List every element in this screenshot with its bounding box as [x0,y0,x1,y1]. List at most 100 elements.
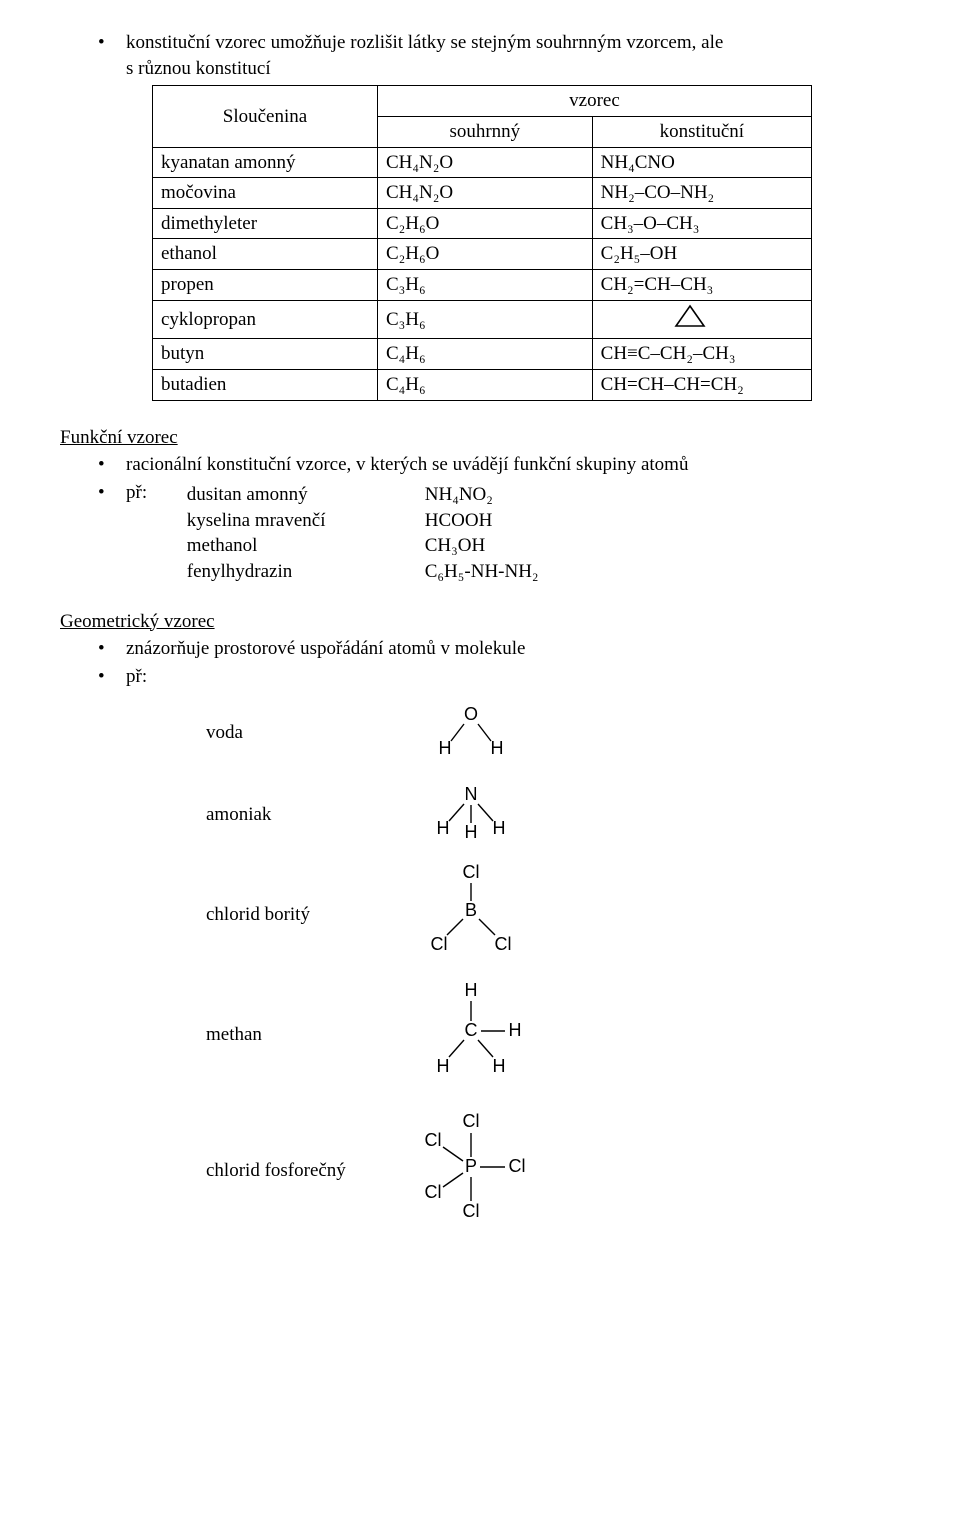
table-header-row-1: Sloučenina vzorec [153,86,812,117]
functional-examples: dusitan amonnýkyselina mravenčímethanolf… [187,482,539,585]
table-row: cyklopropanC₃H₆ [153,300,812,339]
formula-table: Sloučenina vzorec souhrnný konstituční k… [152,85,812,400]
geo-example-name: chlorid boritý [206,902,396,928]
geo-example-name: voda [206,720,396,746]
cell-name: ethanol [153,239,378,270]
svg-text:N: N [465,784,478,804]
geometric-example-row: voda OH H [206,697,920,769]
geometric-bullet-1: znázorňuje prostorové uspořádání atomů v… [90,636,920,662]
svg-text:Cl: Cl [463,861,480,881]
molecule-diagram: CHHHH [396,976,546,1086]
svg-text:C: C [465,1020,478,1040]
geo-example-diagram: B Cl Cl Cl [396,861,920,969]
func-formula: NH₄NO₂ [425,482,539,508]
cell-sum: C₄H₆ [377,370,592,401]
cell-const [592,300,811,339]
func-name: methanol [187,533,387,559]
svg-text:B: B [465,899,477,919]
triangle-icon [673,303,707,329]
cell-name: butyn [153,339,378,370]
geometric-example-row: methanCHHHH [206,976,920,1094]
pr-label: př: [126,480,182,506]
table-row: ethanolC₂H₆OC₂H₅–OH [153,239,812,270]
th-const: konstituční [592,116,811,147]
intro-bullet: konstituční vzorec umožňuje rozlišit lát… [90,30,920,81]
cell-const: C₂H₅–OH [592,239,811,270]
geo-example-name: methan [206,1022,396,1048]
cell-name: kyanatan amonný [153,147,378,178]
svg-text:H: H [491,738,504,758]
geo-example-name: amoniak [206,802,396,828]
table-body: kyanatan amonnýCH₄N₂ONH₄CNOmočovinaCH₄N₂… [153,147,812,400]
cell-sum: CH₄N₂O [377,147,592,178]
functional-bullets: racionální konstituční vzorce, v kterých… [90,452,920,584]
svg-text:Cl: Cl [431,933,448,953]
formula-table-wrap: Sloučenina vzorec souhrnný konstituční k… [152,85,920,400]
intro-line1: konstituční vzorec umožňuje rozlišit lát… [126,32,723,53]
geo-example-diagram: OH H [396,697,920,769]
molecule-diagram: NHHH [396,777,546,845]
geo-example-diagram: CHHHH [396,976,920,1094]
intro-line2: s různou konstitucí [126,58,271,79]
geometric-example-row: amoniakNHHH [206,777,920,853]
table-row: butynC₄H₆CH≡C–CH₂–CH₃ [153,339,812,370]
th-formula: vzorec [377,86,811,117]
cell-const: NH₄CNO [592,147,811,178]
molecule-diagram: P Cl Cl Cl Cl Cl [396,1102,546,1232]
geometric-bullets: znázorňuje prostorové uspořádání atomů v… [90,636,920,689]
table-row: kyanatan amonnýCH₄N₂ONH₄CNO [153,147,812,178]
svg-text:Cl: Cl [425,1130,442,1150]
geometric-bullet-pr: př: [90,664,920,690]
cell-name: dimethyleter [153,208,378,239]
svg-text:O: O [464,704,478,724]
svg-text:H: H [493,818,506,838]
cell-sum: C₂H₆O [377,208,592,239]
geo-pr-label: př: [126,666,147,687]
molecule-diagram: B Cl Cl Cl [396,861,546,961]
func-name: kyselina mravenčí [187,508,387,534]
cell-sum: C₂H₆O [377,239,592,270]
geometric-title: Geometrický vzorec [60,609,920,635]
geometric-example-row: chlorid fosforečný P Cl Cl Cl Cl Cl [206,1102,920,1240]
cell-name: močovina [153,178,378,209]
cell-const: NH₂–CO–NH₂ [592,178,811,209]
functional-title: Funkční vzorec [60,425,920,451]
cell-const: CH₃–O–CH₃ [592,208,811,239]
svg-text:H: H [465,980,478,1000]
geometric-example-row: chlorid boritý B Cl Cl Cl [206,861,920,969]
cell-sum: C₃H₆ [377,270,592,301]
geometric-examples: vodaOHHamoniakNHHHchlorid boritýBClClClm… [170,697,920,1239]
table-row: močovinaCH₄N₂ONH₂–CO–NH₂ [153,178,812,209]
functional-bullet-examples: př: dusitan amonnýkyselina mravenčímetha… [90,480,920,585]
svg-text:H: H [439,738,452,758]
functional-bullet-1: racionální konstituční vzorce, v kterých… [90,452,920,478]
cell-name: cyklopropan [153,300,378,339]
svg-text:H: H [437,1056,450,1076]
table-row: dimethyleterC₂H₆OCH₃–O–CH₃ [153,208,812,239]
func-formula: CH₃OH [425,533,539,559]
cell-const: CH≡C–CH₂–CH₃ [592,339,811,370]
cell-const: CH=CH–CH=CH₂ [592,370,811,401]
func-formula: C₆H₅-NH-NH₂ [425,559,539,585]
svg-text:Cl: Cl [463,1111,480,1131]
table-row: butadienC₄H₆CH=CH–CH=CH₂ [153,370,812,401]
svg-text:Cl: Cl [509,1156,526,1176]
table-row: propenC₃H₆CH₂=CH–CH₃ [153,270,812,301]
svg-text:Cl: Cl [425,1182,442,1202]
func-name: fenylhydrazin [187,559,387,585]
cell-name: butadien [153,370,378,401]
geo-example-diagram: P Cl Cl Cl Cl Cl [396,1102,920,1240]
cell-sum: C₃H₆ [377,300,592,339]
th-compound: Sloučenina [153,86,378,147]
svg-text:Cl: Cl [463,1201,480,1221]
func-formula: HCOOH [425,508,539,534]
func-name: dusitan amonný [187,482,387,508]
th-sum: souhrnný [377,116,592,147]
cell-const: CH₂=CH–CH₃ [592,270,811,301]
geo-example-diagram: NHHH [396,777,920,853]
svg-text:P: P [465,1156,477,1176]
svg-text:Cl: Cl [495,933,512,953]
geo-example-name: chlorid fosforečný [206,1158,396,1184]
intro-bullets: konstituční vzorec umožňuje rozlišit lát… [90,30,920,81]
svg-text:H: H [465,822,478,842]
